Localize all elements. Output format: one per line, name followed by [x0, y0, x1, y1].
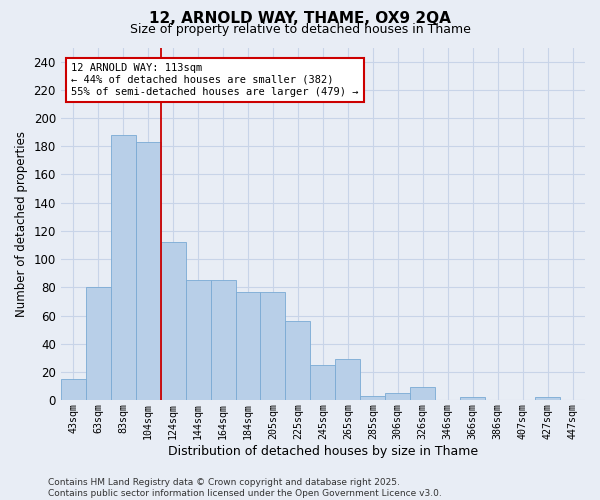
Bar — [361, 396, 385, 400]
Bar — [185, 280, 211, 400]
Text: 12 ARNOLD WAY: 113sqm
← 44% of detached houses are smaller (382)
55% of semi-det: 12 ARNOLD WAY: 113sqm ← 44% of detached … — [71, 64, 359, 96]
Bar — [211, 280, 236, 400]
Y-axis label: Number of detached properties: Number of detached properties — [15, 131, 28, 317]
Bar — [86, 288, 111, 400]
Bar — [460, 398, 485, 400]
Bar — [535, 398, 560, 400]
Bar — [310, 365, 335, 400]
Text: Size of property relative to detached houses in Thame: Size of property relative to detached ho… — [130, 22, 470, 36]
Bar — [161, 242, 185, 400]
Bar — [111, 135, 136, 400]
Bar — [260, 292, 286, 400]
Bar — [410, 388, 435, 400]
Bar — [61, 379, 86, 400]
Bar — [385, 393, 410, 400]
Bar — [335, 360, 361, 400]
Bar — [236, 292, 260, 400]
Text: 12, ARNOLD WAY, THAME, OX9 2QA: 12, ARNOLD WAY, THAME, OX9 2QA — [149, 11, 451, 26]
Bar — [286, 321, 310, 400]
Bar — [136, 142, 161, 400]
Text: Contains HM Land Registry data © Crown copyright and database right 2025.
Contai: Contains HM Land Registry data © Crown c… — [48, 478, 442, 498]
X-axis label: Distribution of detached houses by size in Thame: Distribution of detached houses by size … — [168, 444, 478, 458]
